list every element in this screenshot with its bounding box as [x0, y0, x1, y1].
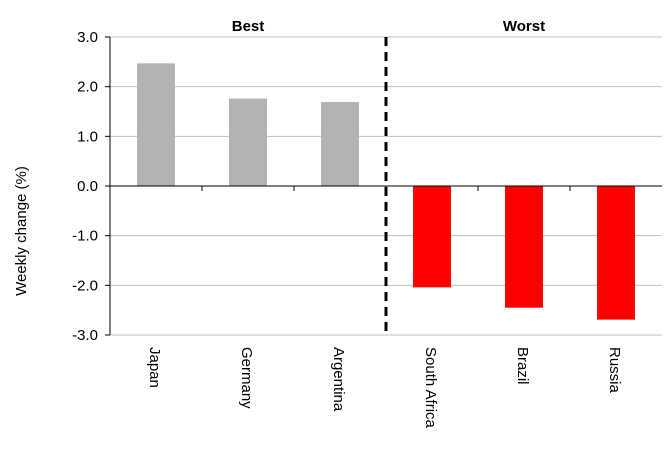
category-labels: Japan Germany Argentina South Africa Brazil R… — [146, 347, 623, 429]
y-tick-labels: 3.0 2.0 1.0 0.0 -1.0 -2.0 -3.0 — [72, 29, 98, 344]
bar-south-africa — [413, 186, 451, 288]
y-axis-label: Weekly change (%) — [13, 166, 30, 296]
bars — [137, 63, 635, 320]
group-header-best: Best — [232, 18, 265, 35]
bar-russia — [597, 186, 635, 320]
y-tick-label: -3.0 — [72, 327, 98, 344]
axes — [105, 36, 662, 336]
y-tick-label: 1.0 — [77, 128, 98, 145]
bar-germany — [229, 98, 267, 186]
category-label: Argentina — [330, 347, 347, 412]
category-label: Russia — [606, 347, 623, 394]
y-tick-label: -2.0 — [72, 277, 98, 294]
group-headers: Best Worst — [232, 18, 545, 35]
category-label: Germany — [238, 347, 255, 409]
bar-brazil — [505, 186, 543, 308]
category-label: Brazil — [514, 347, 531, 385]
category-label: South Africa — [422, 347, 439, 429]
y-tick-label: 0.0 — [77, 178, 98, 195]
category-label: Japan — [146, 347, 163, 388]
y-tick-label: 2.0 — [77, 79, 98, 96]
group-header-worst: Worst — [503, 18, 545, 35]
bar-argentina — [321, 102, 359, 186]
y-tick-label: 3.0 — [77, 29, 98, 46]
bar-japan — [137, 63, 175, 186]
y-tick-label: -1.0 — [72, 228, 98, 245]
